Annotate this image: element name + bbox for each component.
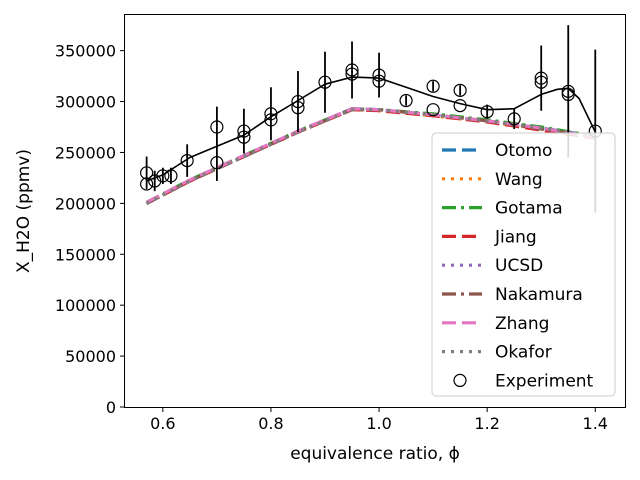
experiment-point <box>264 113 278 127</box>
experiment-point <box>426 103 440 117</box>
y-tick-label: 350000 <box>55 42 116 61</box>
legend-label: Gotama <box>495 199 563 219</box>
experiment-point <box>480 105 494 119</box>
y-tick-label: 100000 <box>55 296 116 315</box>
y-axis: 0 50000 100000 150000 200000 250000 300000 3500… <box>55 42 125 417</box>
legend-swatch-experiment <box>453 373 467 387</box>
experiment-point <box>140 177 154 191</box>
experiment-point <box>399 93 413 108</box>
experiment-point <box>291 101 305 115</box>
x-tick-label: 0.6 <box>150 414 175 433</box>
experiment-point <box>507 112 521 126</box>
experiment-point <box>237 130 251 144</box>
x-tick-label: 0.8 <box>258 414 283 433</box>
legend-label: UCSD <box>495 256 543 276</box>
legend-box <box>431 132 616 397</box>
experiment-point <box>210 120 224 134</box>
experiment-point <box>372 68 386 82</box>
plot-area <box>140 25 602 213</box>
y-tick-label: 50000 <box>65 347 116 366</box>
experiment-point <box>345 67 359 81</box>
experiment-point <box>140 166 154 180</box>
experiment-point <box>453 83 467 97</box>
experiment-point <box>372 74 386 88</box>
experiment-point <box>426 79 440 93</box>
legend-label: Experiment <box>495 371 594 391</box>
legend-label: Otomo <box>495 141 552 161</box>
y-axis-label: X_H2O (ppmv) <box>14 149 34 273</box>
experiment-point <box>534 75 548 89</box>
experiment-point <box>156 169 170 183</box>
axes-frame <box>124 14 626 408</box>
y-tick-label: 200000 <box>55 194 116 213</box>
experiment-point <box>210 156 224 170</box>
experiment-point <box>291 94 305 109</box>
experiment-trend-line <box>146 76 597 182</box>
experiment-point <box>534 71 548 85</box>
x-tick-label: 1.4 <box>583 414 608 433</box>
x-axis: 0.6 0.8 1.0 1.2 1.4 <box>150 407 608 433</box>
experiment-point <box>318 75 332 89</box>
legend-label: Wang <box>495 170 543 190</box>
experiment-point <box>453 99 467 113</box>
experiment-point <box>345 63 359 77</box>
x-axis-label: equivalence ratio, ϕ <box>290 444 460 464</box>
experiment-point <box>237 124 251 138</box>
experiment-point <box>561 87 575 102</box>
legend-label: Okafor <box>495 343 552 363</box>
legend-label: Nakamura <box>495 285 583 305</box>
legend-label: Jiang <box>494 227 537 247</box>
experiment-point <box>180 154 194 168</box>
legend: Otomo Wang Gotama Jiang UCSD Nakamura Zhang Oka… <box>431 132 616 397</box>
experiment-point <box>164 169 178 183</box>
y-tick-label: 250000 <box>55 143 116 162</box>
x-tick-label: 1.2 <box>474 414 499 433</box>
x-tick-label: 1.0 <box>366 414 391 433</box>
y-tick-label: 150000 <box>55 245 116 264</box>
experiment-point <box>561 84 575 98</box>
legend-label: Zhang <box>495 314 549 334</box>
experiment-point <box>264 107 278 121</box>
y-tick-label: 300000 <box>55 93 116 112</box>
y-tick-label: 0 <box>106 398 116 417</box>
